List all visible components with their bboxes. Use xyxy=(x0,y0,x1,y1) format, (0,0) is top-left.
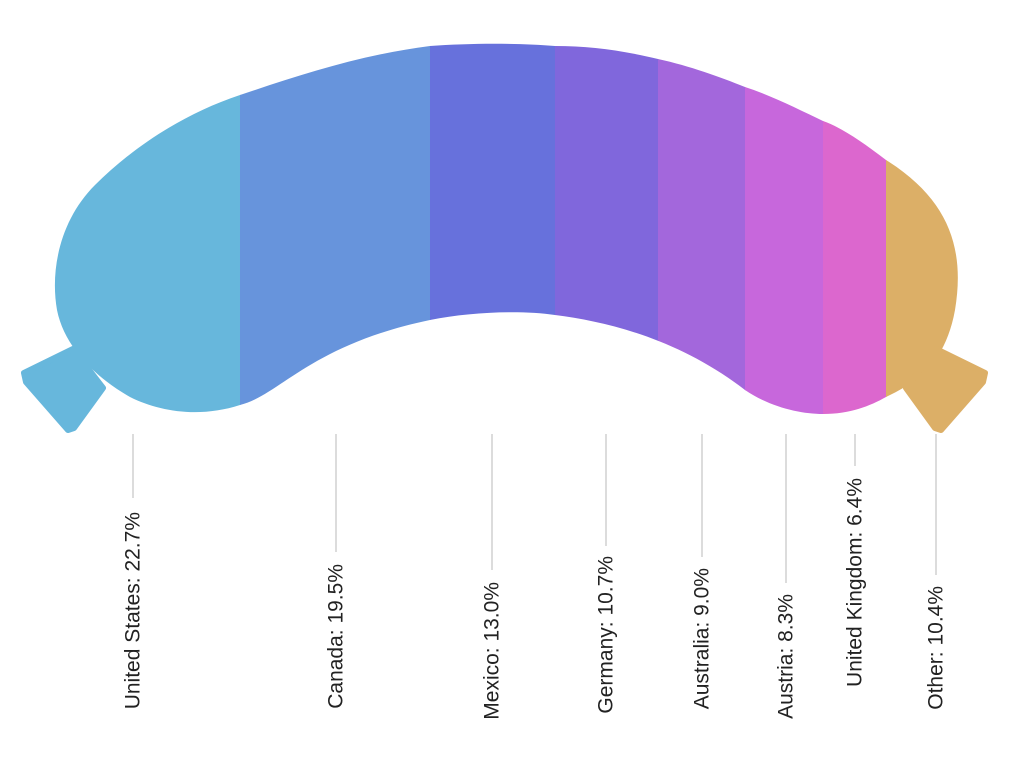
ribbon-right-tip xyxy=(903,346,988,433)
slice-australia[interactable] xyxy=(658,30,746,430)
slice-label: Canada: 19.5% xyxy=(325,564,348,709)
slice-label: Australia: 9.0% xyxy=(691,568,714,709)
slice-united-kingdom[interactable] xyxy=(823,30,887,430)
slice-label: Mexico: 13.0% xyxy=(481,582,504,720)
slice-label: Other: 10.4% xyxy=(925,586,948,710)
ribbon-band xyxy=(54,30,958,430)
slice-germany[interactable] xyxy=(555,30,659,430)
slice-mexico[interactable] xyxy=(430,30,556,430)
slice-label: Austria: 8.3% xyxy=(775,594,798,719)
slice-labels: United States: 22.7% Canada: 19.5% Mexico:… xyxy=(122,434,948,720)
slice-label: Germany: 10.7% xyxy=(595,556,618,714)
slice-austria[interactable] xyxy=(745,30,824,430)
slice-canada[interactable] xyxy=(240,30,431,430)
slice-label: United Kingdom: 6.4% xyxy=(844,478,867,687)
ribbon-left-tip xyxy=(21,346,106,433)
slice-label: United States: 22.7% xyxy=(122,512,145,709)
